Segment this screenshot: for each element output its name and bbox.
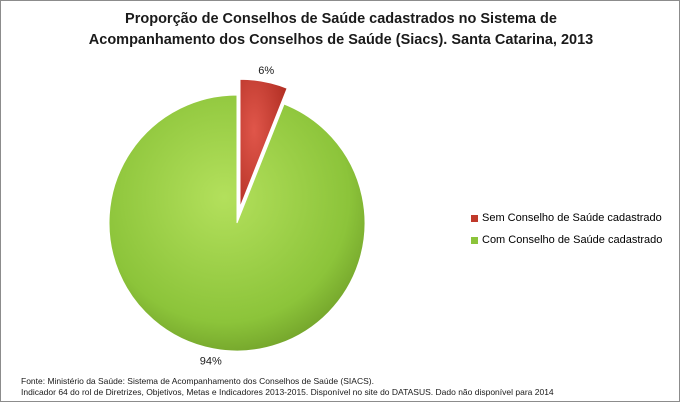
slice-data-label: 94%	[200, 356, 222, 368]
chart-title-line-1: Proporção de Conselhos de Saúde cadastra…	[125, 11, 557, 27]
legend-label: Com Conselho de Saúde cadastrado	[482, 234, 663, 246]
legend-swatch-green	[471, 236, 478, 244]
legend-label: Sem Conselho de Saúde cadastrado	[482, 212, 662, 224]
pie-slice-sem-conselho	[239, 78, 288, 208]
chart-title-line-2: Acompanhamento dos Conselhos de Saúde (S…	[88, 32, 594, 48]
source-line-1: Fonte: Ministério da Saúde: Sistema de A…	[21, 376, 374, 386]
chart-title: Proporção de Conselhos de Saúde cadastra…	[1, 9, 680, 51]
slice-data-label: 6%	[258, 65, 274, 77]
legend-item-com-conselho: Com Conselho de Saúde cadastrado	[471, 229, 662, 251]
legend-swatch-red	[471, 214, 478, 222]
pie-slice-com-conselho	[108, 94, 366, 352]
source-line-2: Indicador 64 do rol de Diretrizes, Objet…	[21, 387, 554, 397]
legend-item-sem-conselho: Sem Conselho de Saúde cadastrado	[471, 207, 662, 229]
legend: Sem Conselho de Saúde cadastrado Com Con…	[471, 207, 662, 251]
source-note: Fonte: Ministério da Saúde: Sistema de A…	[21, 376, 554, 398]
